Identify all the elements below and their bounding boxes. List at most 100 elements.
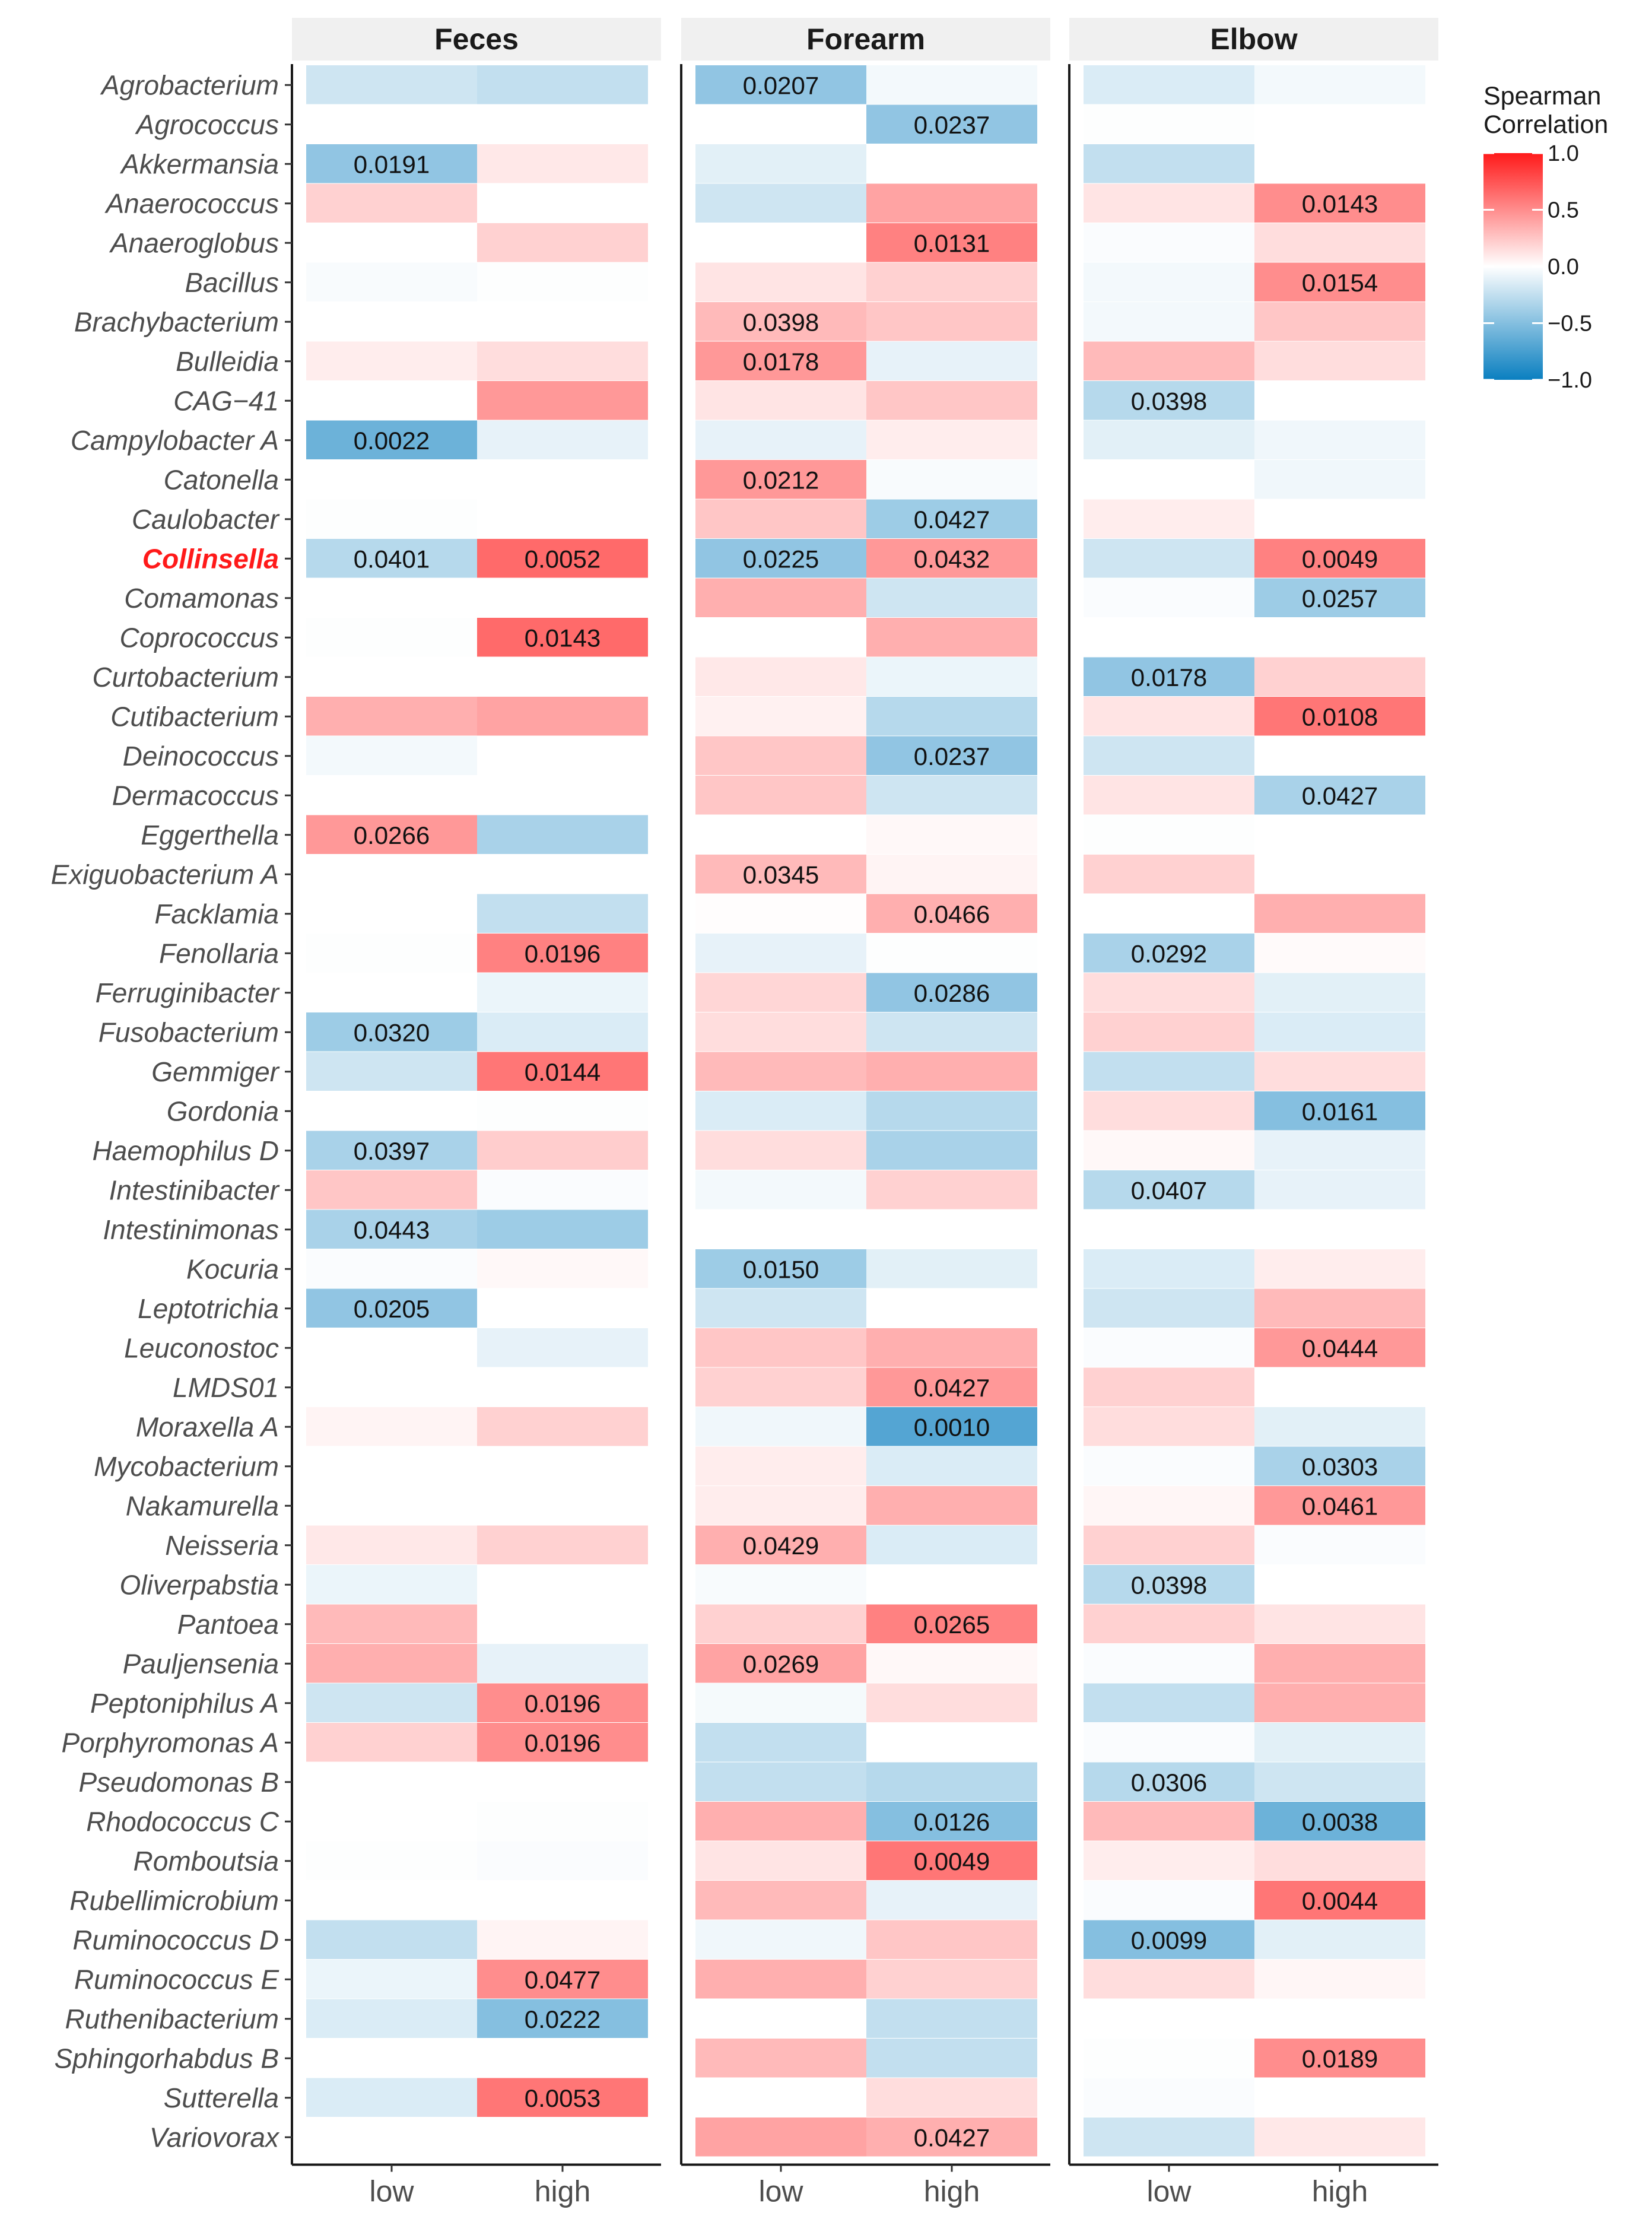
- heatmap-cell: [1084, 736, 1254, 775]
- heatmap-cell: [477, 1999, 648, 2038]
- x-tick-label: high: [924, 2175, 980, 2208]
- genus-label: Facklamia: [154, 899, 279, 929]
- heatmap-cell: [866, 1604, 1037, 1643]
- facet-strip: [292, 18, 661, 61]
- cell-value-label: 0.0049: [914, 1847, 990, 1875]
- heatmap-cell: [866, 1881, 1037, 1920]
- heatmap-cell: [866, 1920, 1037, 1959]
- heatmap-cell: [1254, 1683, 1425, 1722]
- heatmap-cell: [1084, 1052, 1254, 1091]
- x-tick-label: low: [758, 2175, 803, 2208]
- heatmap-cell: [695, 460, 866, 499]
- heatmap-cell: [1084, 1012, 1254, 1052]
- heatmap-cell: [695, 1249, 866, 1288]
- heatmap-cell: [306, 1249, 477, 1288]
- cell-value-label: 0.0178: [1131, 663, 1207, 691]
- heatmap-cell: [1254, 302, 1425, 341]
- heatmap-cell: [695, 1960, 866, 1999]
- heatmap-cell: [477, 1525, 648, 1564]
- heatmap-cell: [695, 697, 866, 736]
- heatmap-cell: [695, 578, 866, 617]
- heatmap-cell: [695, 1525, 866, 1564]
- heatmap-cell: [866, 618, 1037, 657]
- heatmap-cell: [866, 1446, 1037, 1485]
- heatmap-cell: [306, 1841, 477, 1880]
- heatmap-cell: [1254, 1881, 1425, 1920]
- heatmap-cell: [866, 420, 1037, 459]
- heatmap-cell: [477, 894, 648, 933]
- heatmap-cell: [306, 1683, 477, 1722]
- heatmap-cell: [695, 855, 866, 894]
- heatmap-cell: [866, 1960, 1037, 1999]
- heatmap-cell: [866, 855, 1037, 894]
- genus-label: Moraxella A: [136, 1411, 279, 1442]
- heatmap-cell: [1084, 381, 1254, 420]
- heatmap-cell: [695, 1841, 866, 1880]
- genus-label: Gordonia: [167, 1096, 279, 1126]
- heatmap-cell: [1254, 262, 1425, 301]
- genus-label: Brachybacterium: [74, 306, 279, 337]
- heatmap-cell: [695, 894, 866, 933]
- heatmap-cell: [477, 1841, 648, 1880]
- genus-label: Bulleidia: [176, 346, 279, 377]
- heatmap-cell: [306, 1131, 477, 1170]
- heatmap-cell: [1084, 1367, 1254, 1407]
- heatmap-cell: [306, 1604, 477, 1643]
- heatmap-cell: [1084, 776, 1254, 815]
- heatmap-cell: [1084, 262, 1254, 301]
- heatmap-cell: [1084, 657, 1254, 696]
- heatmap-cell: [695, 1644, 866, 1683]
- heatmap-cell: [1254, 934, 1425, 973]
- genus-label: Porphyromonas A: [62, 1727, 279, 1758]
- heatmap-cell: [1254, 420, 1425, 459]
- heatmap-cell: [695, 1367, 866, 1407]
- heatmap-cell: [477, 1052, 648, 1091]
- heatmap-cell: [1084, 302, 1254, 341]
- x-tick-label: low: [369, 2175, 414, 2208]
- heatmap-cell: [1254, 223, 1425, 262]
- x-tick-label: high: [535, 2175, 591, 2208]
- heatmap-cell: [1084, 2078, 1254, 2117]
- heatmap-cell: [1084, 815, 1254, 854]
- genus-label: Leuconostoc: [124, 1332, 279, 1363]
- cell-value-label: 0.0306: [1131, 1769, 1207, 1796]
- cell-value-label: 0.0053: [525, 2084, 601, 2112]
- heatmap-cell: [477, 1249, 648, 1288]
- heatmap-cell: [866, 2117, 1037, 2157]
- genus-label: Romboutsia: [134, 1846, 279, 1877]
- genus-label: Oliverpabstia: [120, 1569, 279, 1600]
- genus-label: Dermacoccus: [112, 780, 279, 811]
- heatmap-cell: [1254, 1723, 1425, 1762]
- heatmap-cell: [866, 1367, 1037, 1407]
- genus-label: Ferruginibacter: [96, 977, 280, 1008]
- heatmap-cell: [866, 499, 1037, 538]
- cell-value-label: 0.0205: [354, 1295, 430, 1323]
- heatmap-cell: [866, 2078, 1037, 2117]
- cell-value-label: 0.0398: [743, 308, 819, 336]
- heatmap-cell: [1254, 578, 1425, 617]
- heatmap-cell: [695, 1802, 866, 1841]
- heatmap-cell: [306, 1525, 477, 1564]
- heatmap-cell: [695, 381, 866, 420]
- heatmap-cell: [1084, 341, 1254, 380]
- heatmap-cell: [477, 973, 648, 1012]
- heatmap-cell: [695, 1565, 866, 1604]
- heatmap-cell: [1254, 1841, 1425, 1880]
- heatmap-cell: [695, 420, 866, 459]
- facet-panel-forearm: Forearm 0.0207 0.0237 0.0131 0.0398 0.0178 0.0…: [680, 18, 1050, 2208]
- heatmap-cell: [1254, 1446, 1425, 1485]
- heatmap-cell: [306, 420, 477, 459]
- heatmap-cell: [1084, 578, 1254, 617]
- heatmap-cell: [306, 1920, 477, 1959]
- heatmap-cell: [1084, 1881, 1254, 1920]
- heatmap-cell: [866, 183, 1037, 223]
- heatmap-cell: [1084, 1446, 1254, 1485]
- cell-value-label: 0.0320: [354, 1018, 430, 1046]
- genus-label: Caulobacter: [132, 504, 280, 535]
- heatmap-cell: [1084, 973, 1254, 1012]
- cell-value-label: 0.0427: [914, 2123, 990, 2151]
- heatmap-cell: [695, 1486, 866, 1525]
- heatmap-cell: [306, 499, 477, 538]
- heatmap-cell: [306, 65, 477, 104]
- genus-label: Ruthenibacterium: [65, 2004, 279, 2034]
